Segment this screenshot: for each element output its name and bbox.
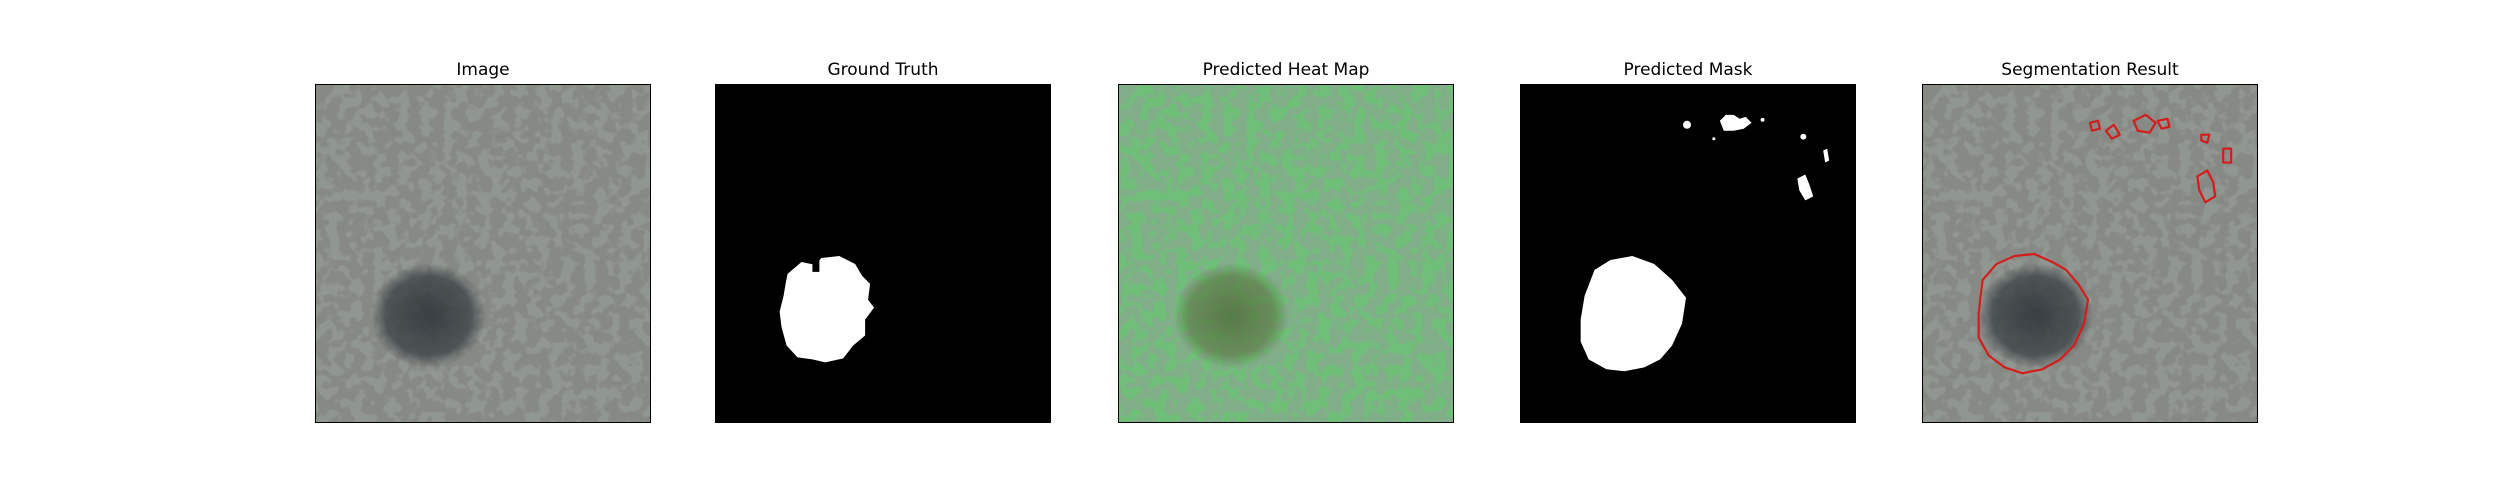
predicted-mask-image: [1521, 85, 1855, 422]
predicted-defect-region: [1580, 255, 1687, 372]
panel-title-ground-truth: Ground Truth: [827, 60, 939, 80]
ground-truth-mask: [716, 85, 1050, 422]
defect-region: [1977, 262, 2093, 369]
segmentation-contour: [2200, 133, 2211, 144]
mask-background: [716, 85, 1050, 422]
segmentation-result-image: [1923, 85, 2257, 422]
texture-image: [316, 85, 650, 422]
predicted-blob: [1683, 120, 1691, 129]
panel-image: [315, 84, 651, 423]
segmentation-contour: [2088, 119, 2102, 132]
mask-background: [1521, 85, 1855, 422]
ground-truth-region: [779, 255, 875, 363]
segmentation-contour: [1977, 252, 2090, 375]
panel-predicted-mask: [1520, 84, 1856, 423]
panel-title-heat-map: Predicted Heat Map: [1202, 60, 1370, 80]
panel-segmentation-result: [1922, 84, 2258, 423]
predicted-blob: [1797, 174, 1814, 201]
predicted-blob: [1760, 117, 1765, 122]
panel-heat-map: [1118, 84, 1454, 423]
segmentation-contour: [2156, 117, 2171, 130]
predicted-blob: [1823, 148, 1830, 163]
segmentation-contour: [2196, 169, 2217, 204]
panel-title-image: Image: [456, 60, 510, 80]
heat-map-texture: [1119, 85, 1453, 422]
panel-ground-truth: [715, 84, 1051, 423]
predicted-blob: [1800, 133, 1807, 140]
predicted-blob: [1719, 114, 1752, 131]
ground-truth-notch: [812, 259, 820, 272]
predicted-blob: [1712, 137, 1716, 141]
panel-title-predicted-mask: Predicted Mask: [1623, 60, 1753, 80]
panel-title-segmentation-result: Segmentation Result: [2001, 60, 2179, 80]
defect-region: [370, 262, 486, 369]
heat-map-defect-region: [1173, 262, 1289, 369]
texture-spots: [316, 85, 650, 422]
segmentation-contour: [2104, 123, 2121, 140]
segmentation-contour: [2222, 147, 2233, 164]
segmentation-contour: [2132, 113, 2157, 134]
heat-map-image: [1119, 85, 1453, 422]
